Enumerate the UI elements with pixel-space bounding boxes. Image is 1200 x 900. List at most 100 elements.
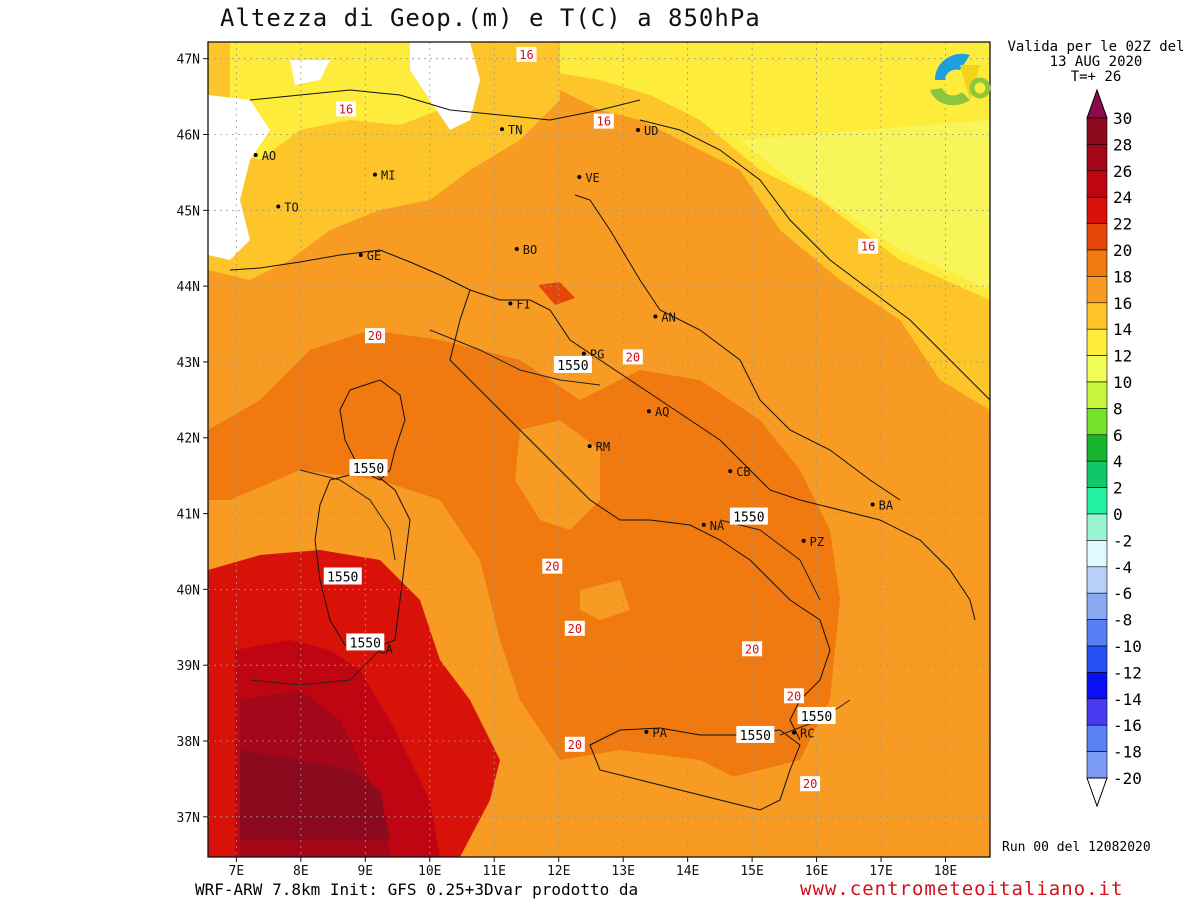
nodata-west-alps bbox=[208, 95, 270, 260]
city-label: PA bbox=[652, 726, 667, 740]
geop-label: 1550 bbox=[557, 359, 588, 374]
colorbar-label: 14 bbox=[1113, 320, 1132, 339]
temp-label-bg bbox=[542, 558, 563, 574]
colorbar-swatch bbox=[1086, 592, 1108, 620]
city-label: TN bbox=[508, 123, 522, 137]
colorbar-label: 22 bbox=[1113, 215, 1132, 234]
chart-title: Altezza di Geop.(m) e T(C) a 850hPa bbox=[220, 4, 761, 32]
validity-line-2: 13 AUG 2020 bbox=[1049, 54, 1143, 70]
forecast-step: T=+ 26 bbox=[1070, 69, 1122, 85]
city-label: VE bbox=[585, 171, 599, 185]
lat-label: 43N bbox=[177, 356, 200, 371]
geop-label-bg bbox=[349, 459, 388, 477]
geop-label-bg bbox=[736, 725, 775, 743]
city-label: BO bbox=[523, 243, 537, 257]
city-label: AO bbox=[262, 149, 276, 163]
lat-label: 41N bbox=[177, 508, 200, 523]
colorbar-label: 16 bbox=[1113, 294, 1132, 313]
colorbar-swatch bbox=[1086, 513, 1108, 541]
temp-label: 16 bbox=[339, 102, 353, 116]
city-dot bbox=[801, 538, 806, 543]
city-label: UD bbox=[644, 124, 658, 138]
city-label: BA bbox=[879, 498, 894, 512]
coastline-peninsula-east bbox=[229, 249, 976, 621]
geop-label-bg bbox=[346, 633, 385, 651]
colorbar-swatch bbox=[1086, 196, 1108, 224]
city-label: RC bbox=[800, 727, 814, 741]
axis-ticks bbox=[203, 58, 947, 862]
city-dot bbox=[653, 314, 658, 319]
temp-label-bg bbox=[742, 641, 763, 657]
lat-label: 37N bbox=[177, 811, 200, 826]
city-dot bbox=[636, 127, 641, 132]
city-label: GE bbox=[367, 249, 381, 263]
field-alps-high bbox=[230, 42, 470, 160]
geop-label-bg bbox=[797, 706, 836, 724]
city-dot bbox=[581, 351, 586, 356]
geop-label: 1550 bbox=[353, 462, 384, 477]
field-18-20-latium bbox=[515, 420, 600, 530]
colorbar-swatch bbox=[1086, 460, 1108, 488]
colorbar-label: 30 bbox=[1113, 109, 1132, 128]
geop-label: 1550 bbox=[327, 570, 358, 585]
temp-label-bg bbox=[364, 328, 385, 344]
geop-label: 1550 bbox=[740, 729, 771, 744]
colorbar-label: -8 bbox=[1113, 611, 1132, 630]
geop-label: 1550 bbox=[350, 636, 381, 651]
geop-label: 1550 bbox=[733, 511, 764, 526]
city-label: RM bbox=[596, 440, 610, 454]
temp-label-bg bbox=[858, 238, 879, 254]
city-label: PZ bbox=[810, 535, 824, 549]
temp-label-bg bbox=[784, 688, 805, 704]
temp-label-bg bbox=[593, 113, 614, 129]
colorbar-swatch bbox=[1086, 328, 1108, 356]
colorbar-label: -14 bbox=[1113, 690, 1142, 709]
colorbar-swatch bbox=[1086, 566, 1108, 594]
colorbar-swatch bbox=[1086, 672, 1108, 700]
colorbar-label: 8 bbox=[1113, 399, 1123, 418]
geopotential-contours bbox=[249, 329, 851, 736]
colorbar-label: 28 bbox=[1113, 135, 1132, 154]
temp-label: 20 bbox=[745, 642, 759, 656]
run-label: Run 00 del 12082020 bbox=[1002, 840, 1151, 855]
logo-c bbox=[969, 77, 991, 99]
lat-label: 40N bbox=[177, 583, 200, 598]
map-field bbox=[208, 42, 990, 857]
lon-label: 11E bbox=[482, 864, 505, 879]
city-dot bbox=[372, 172, 377, 177]
color-scale: 302826242220181614121086420-2-4-6-8-10-1… bbox=[1086, 88, 1142, 808]
nodata-alps-1 bbox=[290, 60, 330, 85]
city-dot bbox=[870, 502, 875, 507]
coastline-sicily bbox=[589, 727, 801, 811]
centrometeoitaliano-logo[interactable] bbox=[930, 53, 991, 106]
city-label: TO bbox=[284, 201, 298, 215]
colorbar-label: -18 bbox=[1113, 743, 1142, 762]
colorbar-label: -12 bbox=[1113, 663, 1142, 682]
city-dot bbox=[646, 409, 651, 414]
contour-1550-sardinia-south bbox=[249, 649, 381, 686]
colorbar-label: 0 bbox=[1113, 505, 1123, 524]
colorbar-label: -20 bbox=[1113, 769, 1142, 788]
city-dot bbox=[644, 729, 649, 734]
validity-line-1: Valida per le 02Z del bbox=[1007, 39, 1185, 55]
colorbar-swatch bbox=[1086, 698, 1108, 726]
geop-label-bg bbox=[553, 355, 592, 373]
footer-website-link[interactable]: www.centrometeoitaliano.it bbox=[800, 878, 1124, 900]
field-14-16-east bbox=[740, 120, 990, 290]
colorbar-swatch bbox=[1086, 381, 1108, 409]
temp-label: 16 bbox=[861, 240, 875, 254]
city-dot bbox=[514, 246, 519, 251]
colorbar-swatch bbox=[1086, 355, 1108, 383]
temp-label-bg bbox=[335, 101, 356, 117]
lon-label: 17E bbox=[869, 864, 892, 879]
colorbar-swatch bbox=[1086, 302, 1108, 330]
lat-label: 46N bbox=[177, 128, 200, 143]
colorbar-label: 26 bbox=[1113, 162, 1132, 181]
logo-green-arc bbox=[930, 88, 970, 106]
temp-label-bg bbox=[800, 776, 821, 792]
lon-label: 10E bbox=[418, 864, 441, 879]
lon-label: 13E bbox=[611, 864, 634, 879]
city-label: PG bbox=[590, 348, 604, 362]
